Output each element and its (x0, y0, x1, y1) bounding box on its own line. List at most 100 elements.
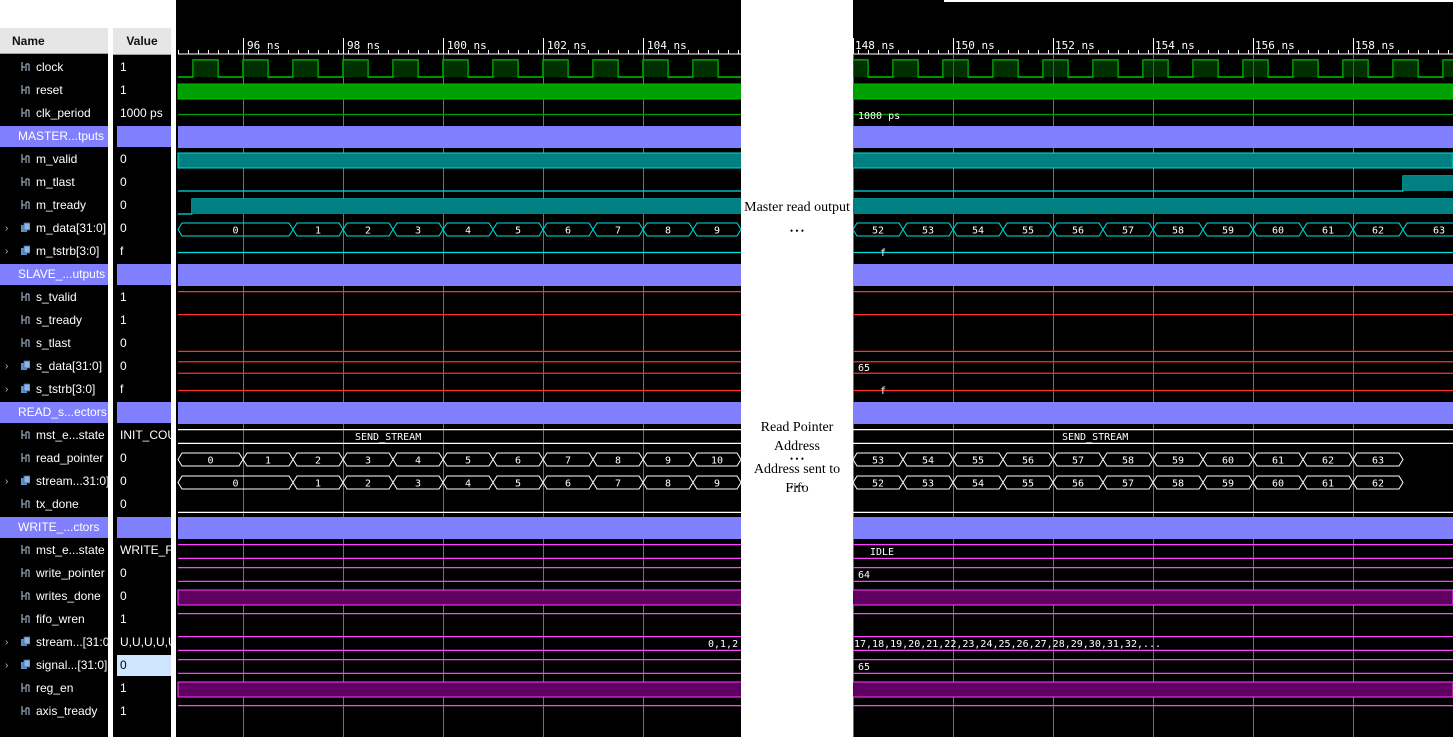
signal-value-14[interactable]: f (120, 382, 124, 396)
expand-chevron-icon[interactable]: › (5, 637, 9, 648)
signal-row-16[interactable]: mst_e...state (0, 425, 108, 446)
signal-row-7[interactable]: › m_data[31:0] (0, 218, 108, 239)
m-data-value: 56 (1072, 226, 1084, 237)
signal-value-18[interactable]: 0 (120, 474, 127, 488)
signal-row-25[interactable]: › stream...[31:0] (0, 632, 108, 653)
signal-row-13[interactable]: › s_data[31:0] (0, 356, 108, 377)
signal-row-14[interactable]: › s_tstrb[3:0] (0, 379, 108, 400)
signal-row-24[interactable]: fifo_wren (0, 609, 108, 630)
signal-row-18[interactable]: › stream...31:0] (0, 471, 108, 492)
signal-row-6[interactable]: m_tready (0, 195, 108, 216)
read-pointer-value: 4 (415, 456, 421, 467)
signal-value-12[interactable]: 0 (120, 336, 127, 350)
signal-value-28[interactable]: 1 (120, 704, 127, 718)
expand-chevron-icon[interactable]: › (5, 223, 9, 234)
stream-read-segment (952, 475, 1004, 490)
read-pointer-segment (952, 452, 1004, 467)
read-pointer-value: 1 (265, 456, 271, 467)
signal-value-19[interactable]: 0 (120, 497, 127, 511)
signal-name: s_tlast (36, 336, 71, 350)
m-data-value: 61 (1322, 226, 1334, 237)
stream-read-segment (542, 475, 594, 490)
signal-value-26[interactable]: 0 (117, 655, 171, 676)
signal-row-27[interactable]: reg_en (0, 678, 108, 699)
expand-chevron-icon[interactable]: › (5, 361, 9, 372)
signal-value-13[interactable]: 0 (120, 359, 127, 373)
signal-value-24[interactable]: 1 (120, 612, 127, 626)
name-column-header[interactable]: Name (0, 28, 108, 54)
signal-value-4[interactable]: 0 (120, 152, 127, 166)
clock-high (893, 60, 918, 77)
stream-read-segment (1002, 475, 1054, 490)
stream-read-value: 60 (1272, 479, 1284, 490)
signal-row-8[interactable]: › m_tstrb[3:0] (0, 241, 108, 262)
signal-row-23[interactable]: writes_done (0, 586, 108, 607)
signal-row-1[interactable]: reset (0, 80, 108, 101)
read-pointer-value: 63 (1372, 456, 1384, 467)
signal-value-17[interactable]: 0 (120, 451, 127, 465)
signal-value-6[interactable]: 0 (120, 198, 127, 212)
clock-high (1343, 60, 1368, 77)
m-data-value: 58 (1172, 226, 1184, 237)
signal-value-1[interactable]: 1 (120, 83, 127, 97)
signal-value-27[interactable]: 1 (120, 681, 127, 695)
signal-row-10[interactable]: s_tvalid (0, 287, 108, 308)
read-pointer-value: 6 (515, 456, 521, 467)
signal-value-23[interactable]: 0 (120, 589, 127, 603)
bit-signal-icon (21, 85, 30, 94)
signal-row-21[interactable]: mst_e...state (0, 540, 108, 561)
signal-value-2[interactable]: 1000 ps (120, 106, 163, 120)
signal-value-11[interactable]: 1 (120, 313, 127, 327)
signal-row-5[interactable]: m_tlast (0, 172, 108, 193)
signal-value-20[interactable] (117, 517, 171, 538)
signal-row-20[interactable]: WRITE_...ctors (0, 517, 108, 538)
expand-chevron-icon[interactable]: › (5, 246, 9, 257)
m-data-value: 7 (615, 226, 621, 237)
column-divider-2[interactable] (171, 0, 176, 737)
value-column-header[interactable]: Value (113, 28, 171, 55)
signal-value-3[interactable] (117, 126, 171, 147)
signal-row-15[interactable]: READ_s...ectors (0, 402, 108, 423)
expand-chevron-icon[interactable]: › (5, 476, 9, 487)
m-data-value: 55 (1022, 226, 1034, 237)
read-pointer-segment (342, 452, 394, 467)
signal-value-5[interactable]: 0 (120, 175, 127, 189)
signal-row-4[interactable]: m_valid (0, 149, 108, 170)
signal-value-10[interactable]: 1 (120, 290, 127, 304)
read-pointer-value: 62 (1322, 456, 1334, 467)
signal-row-2[interactable]: clk_period (0, 103, 108, 124)
signal-value-8[interactable]: f (120, 244, 124, 258)
signal-row-3[interactable]: MASTER...tputs (0, 126, 108, 147)
signal-value-16[interactable]: INIT_COU (120, 428, 171, 442)
signal-value-9[interactable] (117, 264, 171, 285)
signal-row-22[interactable]: write_pointer (0, 563, 108, 584)
expand-chevron-icon[interactable]: › (5, 660, 9, 671)
m-data-value: 63 (1433, 226, 1445, 237)
signal-row-19[interactable]: tx_done (0, 494, 108, 515)
signal-value-7[interactable]: 0 (120, 221, 127, 235)
stream-read-value: 4 (465, 479, 471, 490)
m-data-segment (542, 222, 594, 237)
ellipsis-2: • • • (790, 454, 804, 464)
read-pointer-segment (1152, 452, 1204, 467)
signal-row-17[interactable]: read_pointer (0, 448, 108, 469)
signal-value-21[interactable]: WRITE_F (120, 543, 171, 557)
m-data-segment (952, 222, 1004, 237)
expand-chevron-icon[interactable]: › (5, 384, 9, 395)
signal-row-28[interactable]: axis_tready (0, 701, 108, 722)
signal-row-26[interactable]: › signal...[31:0] (0, 655, 108, 676)
group-label: READ_s...ectors (18, 405, 107, 419)
signal-value-15[interactable] (117, 402, 171, 423)
stream-read-segment (177, 475, 294, 490)
signal-value-0[interactable]: 1 (120, 60, 127, 74)
signal-row-12[interactable]: s_tlast (0, 333, 108, 354)
column-divider[interactable] (108, 0, 113, 737)
signal-row-9[interactable]: SLAVE_...utputs (0, 264, 108, 285)
signal-row-11[interactable]: s_tready (0, 310, 108, 331)
signal-value-25[interactable]: U,U,U,U,U (120, 635, 171, 649)
stream-write-left-value: 0,1,2 (708, 639, 738, 650)
m-data-segment (442, 222, 494, 237)
signal-row-0[interactable]: clock (0, 57, 108, 78)
signal-value-22[interactable]: 0 (120, 566, 127, 580)
